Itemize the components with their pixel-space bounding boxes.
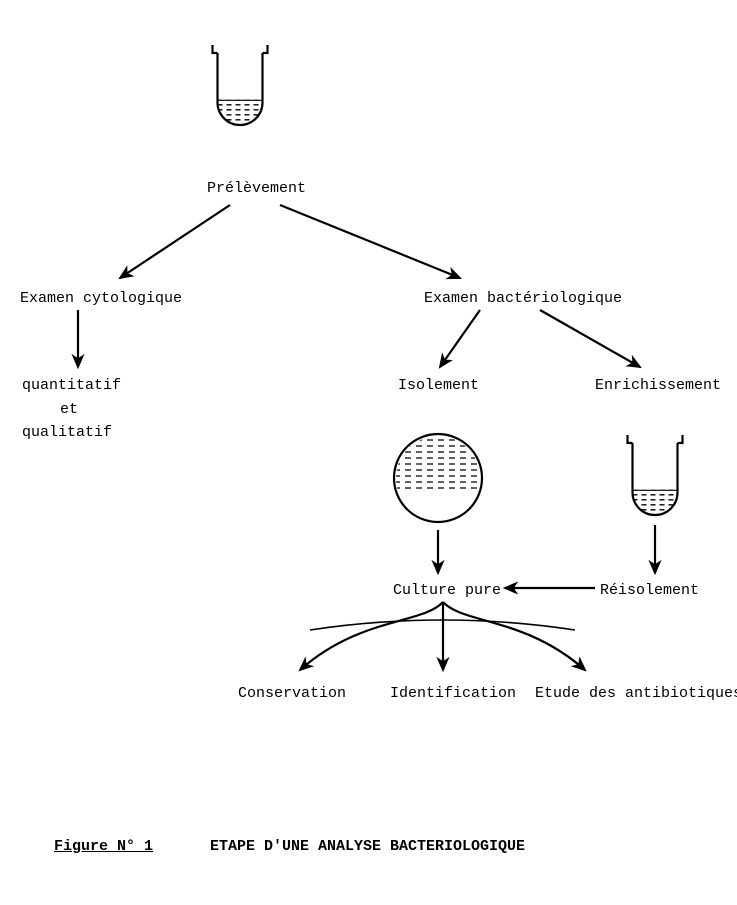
label-enrichissement: Enrichissement <box>595 377 721 394</box>
label-et: et <box>60 401 78 418</box>
label-conservation: Conservation <box>238 685 346 702</box>
label-examen-bacteriologique: Examen bactériologique <box>424 290 622 307</box>
label-culture-pure: Culture pure <box>393 582 501 599</box>
label-isolement: Isolement <box>398 377 479 394</box>
label-identification: Identification <box>390 685 516 702</box>
label-quantitatif: quantitatif <box>22 377 121 394</box>
label-examen-cytologique: Examen cytologique <box>20 290 182 307</box>
caption-title: ETAPE D'UNE ANALYSE BACTERIOLOGIQUE <box>210 838 525 855</box>
caption-figure-label: Figure N° 1 <box>54 838 153 855</box>
diagram-svg <box>0 0 737 905</box>
label-reisolement: Réisolement <box>600 582 699 599</box>
label-qualitatif: qualitatif <box>22 424 112 441</box>
label-prelevement: Prélèvement <box>207 180 306 197</box>
label-etude-antibiotiques: Etude des antibiotiques <box>535 685 737 702</box>
